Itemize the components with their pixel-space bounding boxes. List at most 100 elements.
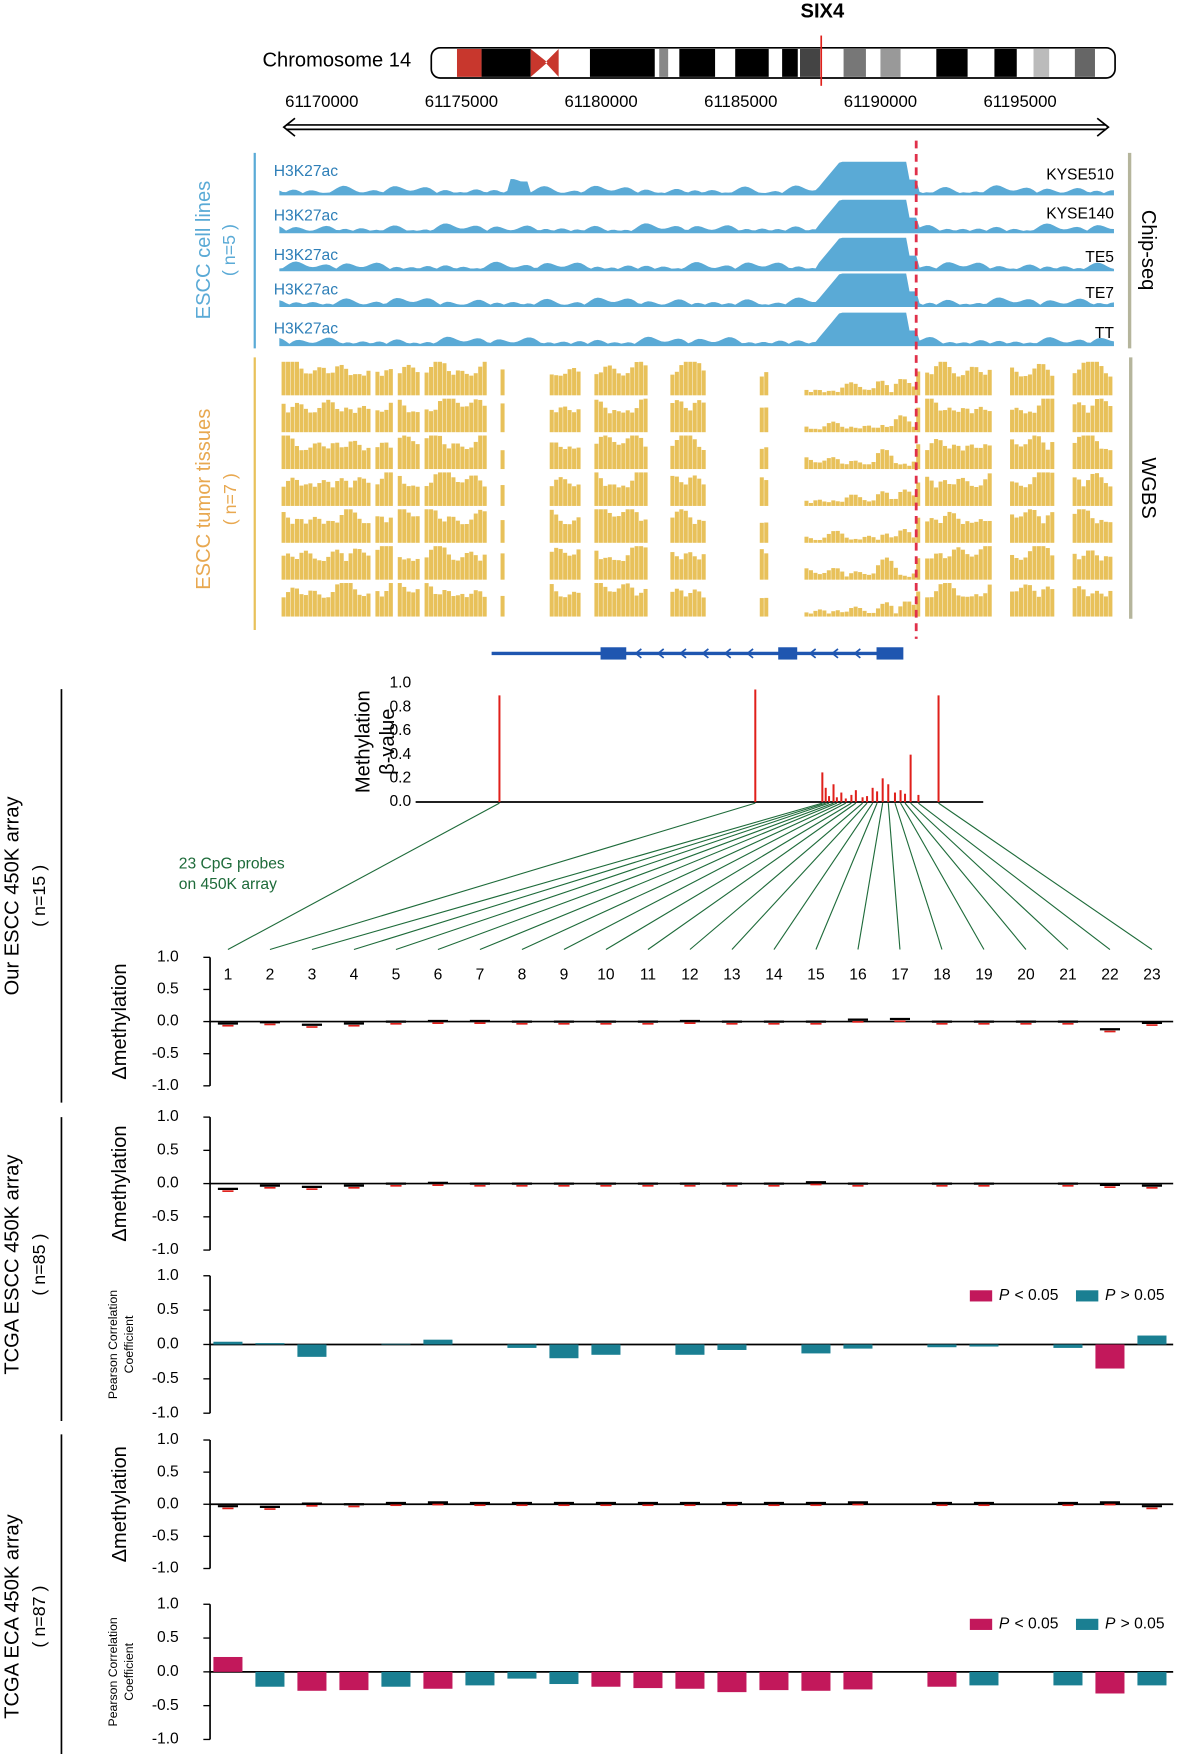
y-tick-label: -1.0: [152, 1560, 179, 1577]
wgbs-bar: [603, 586, 608, 617]
wgbs-bar: [701, 520, 706, 543]
wgbs-bar: [893, 498, 898, 506]
wgbs-bar: [460, 446, 465, 470]
wgbs-bar: [916, 444, 921, 470]
wgbs-bar: [473, 441, 478, 470]
legend-swatch: [969, 1618, 993, 1630]
probe-link: [563, 802, 847, 951]
wgbs-bar: [1018, 376, 1024, 396]
legend-text: < 0.05: [1015, 1287, 1059, 1304]
wgbs-bar: [469, 375, 474, 396]
wgbs-bar: [572, 367, 577, 396]
wgbs-bar: [406, 364, 411, 396]
y-label: Δmethylation: [109, 1125, 131, 1241]
wgbs-bar: [1077, 509, 1082, 543]
wgbs-bar: [563, 449, 568, 470]
wgbs-bar: [598, 401, 603, 433]
wgbs-bar: [339, 514, 344, 543]
chip-group: ESCC cell lines: [193, 181, 215, 320]
wgbs-bar: [683, 361, 688, 396]
chip-track: [279, 199, 1114, 234]
wgbs-bar: [844, 576, 849, 580]
wgbs-bar: [902, 463, 907, 470]
wgbs-bar: [424, 438, 429, 470]
wgbs-bar: [639, 520, 644, 543]
wgbs-bar: [567, 594, 572, 617]
wgbs-bar: [1036, 363, 1041, 396]
wgbs-bar: [290, 587, 295, 617]
track-mark: H3K27ac: [274, 321, 338, 338]
bar: [633, 1671, 663, 1689]
wgbs-bar: [764, 522, 769, 543]
wgbs-bar: [1077, 402, 1082, 433]
wgbs-bar: [303, 373, 308, 396]
wgbs-bar: [442, 398, 447, 433]
group-n: ( n=87 ): [29, 1586, 49, 1648]
wgbs-bar: [294, 446, 299, 470]
wgbs-bar: [1103, 596, 1108, 617]
wgbs-bar: [813, 389, 818, 396]
beta-ylabel: Methylation: [353, 690, 375, 793]
wgbs-bar: [880, 380, 885, 396]
wgbs-bar: [321, 367, 326, 396]
wgbs-bar: [965, 521, 970, 543]
wgbs-bar: [1050, 442, 1055, 470]
track-mark: H3K27ac: [274, 163, 338, 180]
wgbs-bar: [303, 408, 308, 433]
wgbs-bar: [826, 570, 831, 580]
wgbs-bar: [670, 517, 675, 543]
wgbs-bar: [840, 387, 845, 396]
wgbs-bar: [455, 443, 460, 470]
wgbs-bar: [366, 370, 371, 396]
wgbs-bar: [683, 596, 688, 617]
wgbs-bar: [397, 437, 402, 470]
wgbs-bar: [339, 411, 344, 433]
wgbs-bar: [563, 552, 568, 580]
wgbs-bar: [902, 575, 907, 580]
legend-symbol: P: [1105, 1287, 1116, 1304]
wgbs-bar: [558, 375, 563, 396]
wgbs-bar: [969, 556, 974, 580]
bar: [1095, 1671, 1125, 1694]
wgbs-bar: [978, 519, 983, 543]
wgbs-bar: [286, 517, 291, 543]
wgbs-bar: [379, 516, 384, 543]
wgbs-bar: [549, 486, 554, 506]
wgbs-bar: [384, 472, 389, 506]
wgbs-bar: [1086, 412, 1091, 433]
wgbs-bar: [764, 597, 769, 617]
wgbs-bar: [674, 511, 679, 543]
wgbs-bar: [478, 560, 483, 580]
y-tick-label: 0.0: [157, 1013, 179, 1030]
wgbs-bar: [549, 442, 554, 470]
bar: [969, 1671, 999, 1686]
bar: [675, 1344, 705, 1355]
probe-note: on 450K array: [179, 876, 277, 893]
wgbs-bar: [893, 613, 898, 617]
wgbs-bar: [674, 476, 679, 506]
y-tick-label: -0.5: [152, 1370, 179, 1387]
wgbs-bar: [1023, 376, 1028, 396]
wgbs-bar: [643, 398, 648, 433]
wgbs-bar: [1086, 550, 1091, 580]
probe-label: 11: [640, 966, 656, 983]
wgbs-bar: [353, 548, 358, 580]
wgbs-bar: [1045, 398, 1050, 433]
wgbs-bar: [643, 446, 648, 470]
wgbs-bar: [987, 473, 992, 506]
wgbs-bar: [500, 520, 505, 543]
wgbs-bar: [321, 560, 326, 580]
wgbs-bar: [871, 500, 876, 506]
wgbs-bar: [567, 369, 572, 396]
wgbs-bar: [1014, 517, 1019, 543]
legend-symbol: P: [999, 1615, 1010, 1632]
probe-link: [731, 802, 868, 950]
wgbs-bar: [670, 475, 675, 506]
wgbs-bar: [1086, 596, 1091, 617]
bar: [717, 1344, 747, 1350]
wgbs-bar: [987, 369, 992, 396]
wgbs-bar: [697, 363, 702, 396]
wgbs-bar: [701, 554, 706, 580]
probe-link: [437, 802, 834, 951]
